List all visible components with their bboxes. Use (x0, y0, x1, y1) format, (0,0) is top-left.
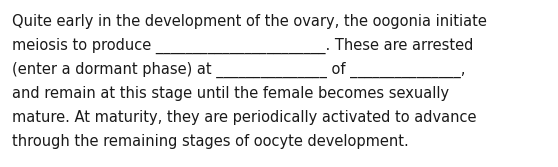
Text: (enter a dormant phase) at _______________ of _______________,: (enter a dormant phase) at _____________… (12, 62, 465, 78)
Text: mature. At maturity, they are periodically activated to advance: mature. At maturity, they are periodical… (12, 110, 477, 125)
Text: and remain at this stage until the female becomes sexually: and remain at this stage until the femal… (12, 86, 449, 101)
Text: through the remaining stages of oocyte development.: through the remaining stages of oocyte d… (12, 134, 409, 149)
Text: Quite early in the development of the ovary, the oogonia initiate: Quite early in the development of the ov… (12, 14, 487, 29)
Text: meiosis to produce _______________________. These are arrested: meiosis to produce _____________________… (12, 38, 473, 54)
